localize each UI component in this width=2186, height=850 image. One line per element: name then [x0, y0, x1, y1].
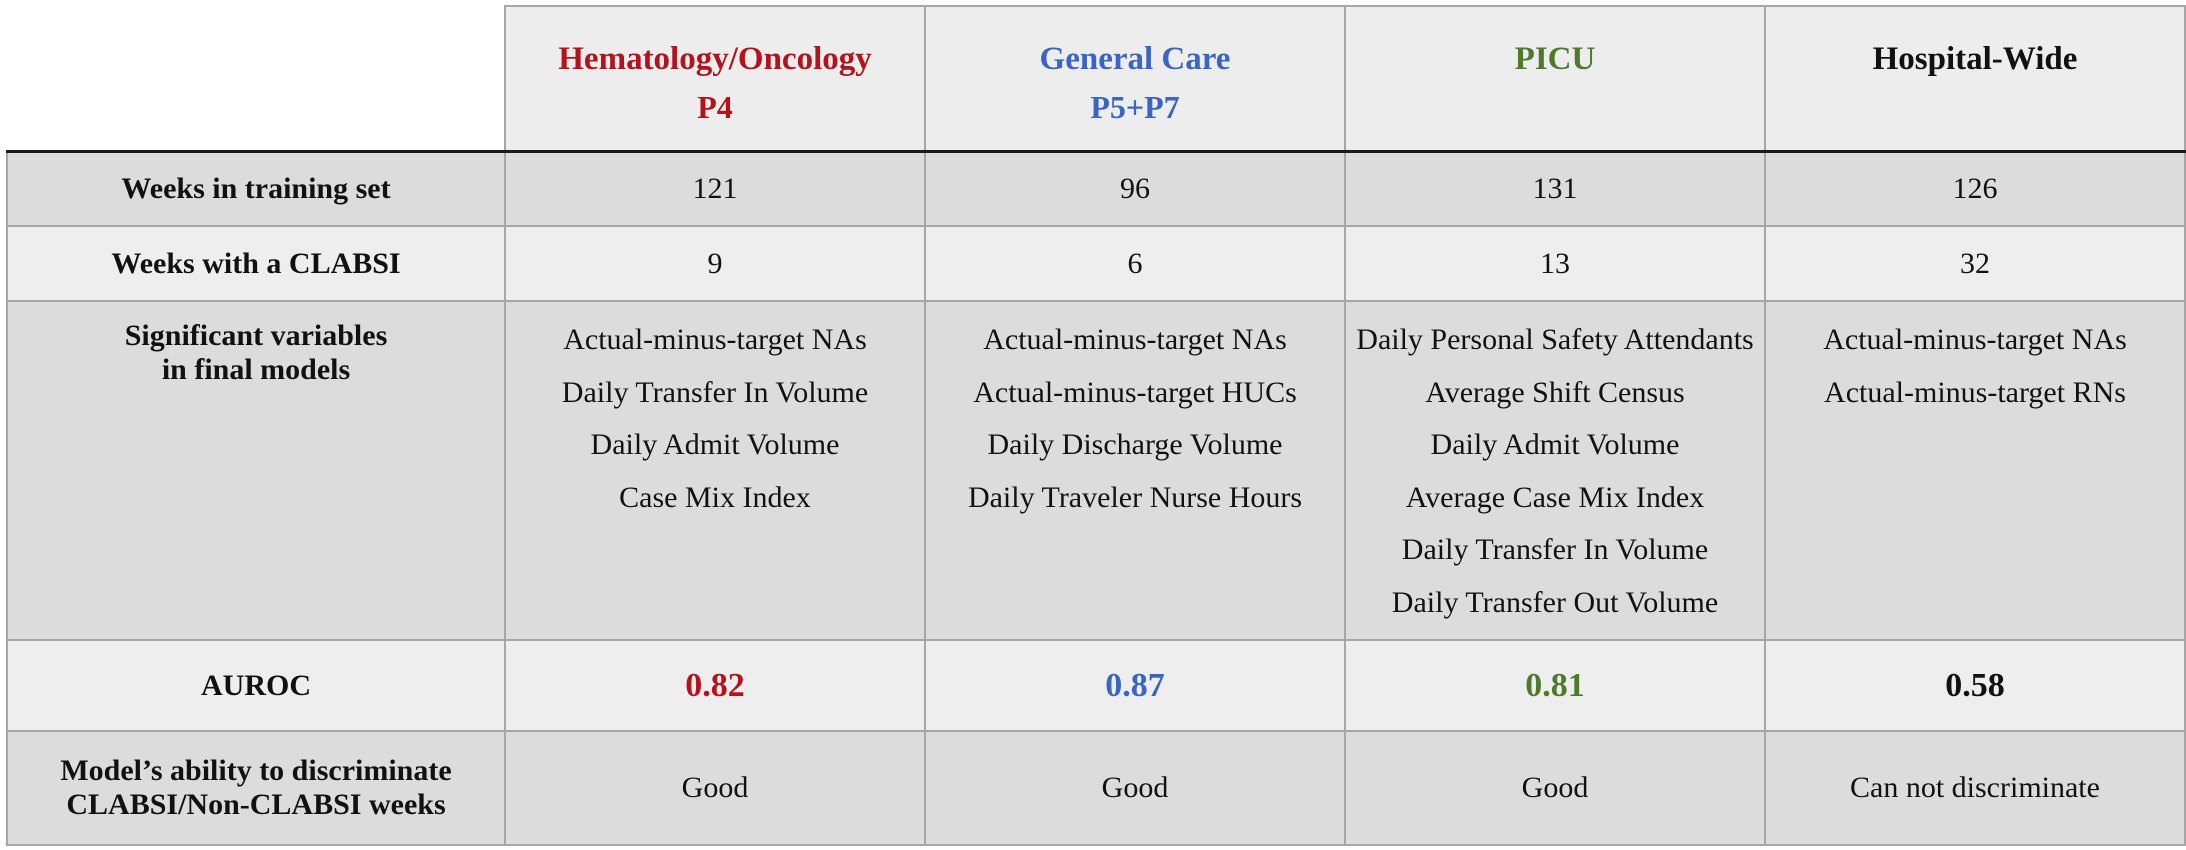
variable-item: Daily Discharge Volume: [987, 428, 1283, 461]
variable-list: Actual-minus-target NAs Actual-minus-targ…: [926, 314, 1344, 524]
row-weeks-with-clabsi: Weeks with a CLABSI 9 6 13 32: [6, 225, 2186, 302]
unit-name: PICU: [1514, 41, 1596, 77]
header-row: Hematology/Oncology P4 General Care P5+P…: [7, 5, 2186, 153]
auroc-value: 0.82: [685, 666, 745, 704]
cell-variable-list: Daily Personal Safety Attendants Average …: [1344, 300, 1766, 641]
model-results-table: Hematology/Oncology P4 General Care P5+P…: [6, 5, 2186, 846]
variable-item: Average Case Mix Index: [1405, 480, 1705, 514]
variable-list: Actual-minus-target NAs Daily Transfer In…: [506, 314, 924, 524]
cell-auroc: 0.81: [1344, 639, 1766, 732]
variable-item: Daily Traveler Nurse Hours: [967, 480, 1303, 514]
unit-floor: P5+P7: [1090, 89, 1180, 125]
variable-item: Average Shift Census: [1425, 375, 1685, 409]
variable-item: Actual-minus-target HUCs: [973, 375, 1297, 409]
row-label: Weeks in training set: [6, 150, 506, 227]
variable-item: Daily Admit Volume: [590, 428, 840, 461]
cell-value: 32: [1764, 225, 2186, 302]
variable-item: Daily Transfer In Volume: [561, 375, 869, 409]
variable-item: Actual-minus-target NAs: [983, 323, 1287, 356]
variable-item: Actual-minus-target RNs: [1824, 375, 2126, 409]
variable-list: Daily Personal Safety Attendants Average …: [1346, 314, 1764, 629]
row-label-line: Model’s ability to discriminate: [60, 754, 452, 787]
auroc-value: 0.58: [1945, 666, 2005, 704]
cell-value: Can not discriminate: [1764, 730, 2186, 846]
header-corner-cell: [7, 6, 505, 153]
variable-item: Daily Admit Volume: [1430, 428, 1680, 461]
unit-name: Hematology/Oncology: [558, 41, 872, 77]
variable-item: Daily Transfer In Volume: [1401, 533, 1709, 566]
header-general-care: General Care P5+P7: [924, 5, 1346, 153]
cell-variable-list: Actual-minus-target NAs Daily Transfer In…: [504, 300, 926, 641]
unit-name: Hospital-Wide: [1872, 41, 2078, 77]
variable-item: Daily Personal Safety Attendants: [1356, 323, 1754, 356]
cell-value: 131: [1344, 150, 1766, 227]
auroc-value: 0.81: [1525, 666, 1585, 704]
row-label-line: in final models: [161, 353, 351, 386]
cell-value: 6: [924, 225, 1346, 302]
cell-auroc: 0.58: [1764, 639, 2186, 732]
row-significant-variables: Significant variables in final models Ac…: [6, 300, 2186, 641]
cell-auroc: 0.82: [504, 639, 926, 732]
cell-value: Good: [504, 730, 926, 846]
variable-item: Daily Transfer Out Volume: [1391, 585, 1719, 619]
variable-item: Case Mix Index: [619, 480, 811, 514]
cell-value: Good: [1344, 730, 1766, 846]
variable-item: Actual-minus-target NAs: [563, 323, 867, 356]
variable-list: Actual-minus-target NAs Actual-minus-targ…: [1766, 314, 2184, 419]
unit-floor: P4: [697, 89, 733, 125]
variable-item: Actual-minus-target NAs: [1823, 323, 2127, 356]
cell-value: Good: [924, 730, 1346, 846]
row-label: Model’s ability to discriminate CLABSI/N…: [6, 730, 506, 846]
cell-value: 96: [924, 150, 1346, 227]
row-label: AUROC: [6, 639, 506, 732]
row-label-line: CLABSI/Non-CLABSI weeks: [66, 788, 446, 821]
cell-variable-list: Actual-minus-target NAs Actual-minus-targ…: [924, 300, 1346, 641]
row-label-line: Significant variables: [124, 319, 388, 352]
header-hospital-wide: Hospital-Wide: [1764, 5, 2186, 153]
auroc-value: 0.87: [1105, 666, 1165, 704]
cell-value: 126: [1764, 150, 2186, 227]
header-picu: PICU: [1344, 5, 1766, 153]
row-auroc: AUROC 0.82 0.87 0.81 0.58: [6, 639, 2186, 732]
row-discrimination-ability: Model’s ability to discriminate CLABSI/N…: [6, 730, 2186, 846]
cell-value: 13: [1344, 225, 1766, 302]
cell-variable-list: Actual-minus-target NAs Actual-minus-targ…: [1764, 300, 2186, 641]
row-weeks-in-training-set: Weeks in training set 121 96 131 126: [6, 150, 2186, 227]
row-label: Weeks with a CLABSI: [6, 225, 506, 302]
row-label: Significant variables in final models: [6, 300, 506, 641]
cell-value: 9: [504, 225, 926, 302]
unit-name: General Care: [1039, 41, 1231, 77]
cell-auroc: 0.87: [924, 639, 1346, 732]
cell-value: 121: [504, 150, 926, 227]
header-hematology-oncology: Hematology/Oncology P4: [504, 5, 926, 153]
